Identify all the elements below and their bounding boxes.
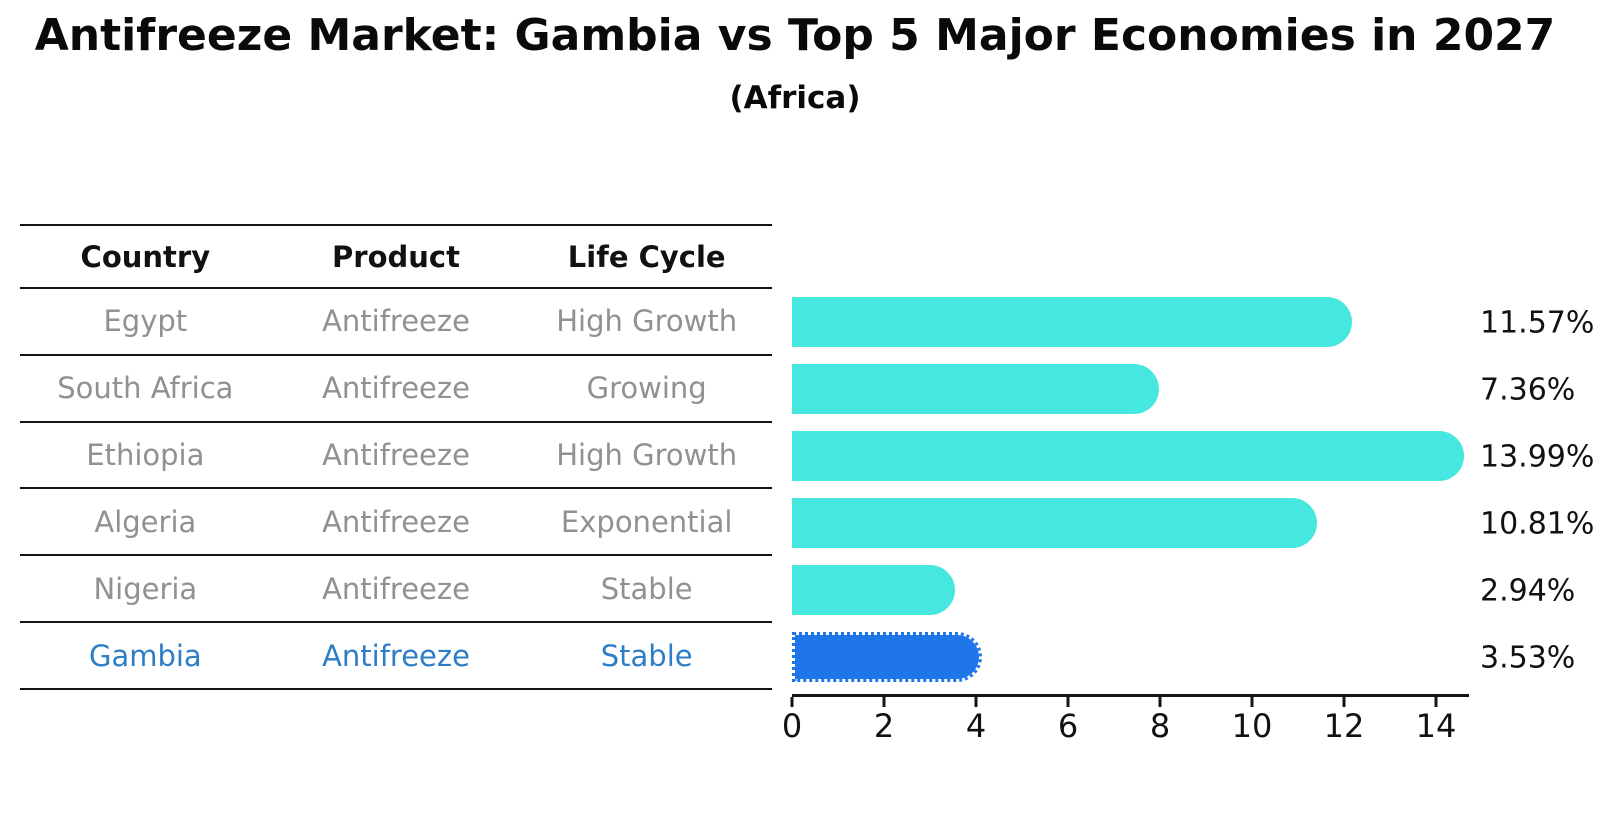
x-tick-mark-12 [1342, 697, 1346, 707]
x-tick-mark-14 [1434, 697, 1438, 707]
x-tick-label-6: 6 [1057, 707, 1079, 745]
chart-title: Antifreeze Market: Gambia vs Top 5 Major… [34, 10, 1556, 61]
product-cell: Antifreeze [322, 638, 470, 673]
bar-nigeria [792, 564, 956, 615]
x-tick-mark-8 [1158, 697, 1162, 707]
life-cycle-cell: Growing [586, 371, 707, 406]
value-label-nigeria: 2.94% [1480, 573, 1576, 609]
x-tick-label-2: 2 [873, 707, 895, 745]
value-label-south-africa: 7.36% [1480, 372, 1576, 408]
x-tick-label-8: 8 [1149, 707, 1171, 745]
x-axis-line [792, 694, 1469, 697]
life-cycle-cell: High Growth [556, 304, 738, 339]
life-cycle-cell: Stable [600, 638, 693, 673]
x-tick-label-4: 4 [965, 707, 987, 745]
x-tick-label-14: 14 [1415, 707, 1457, 745]
table-row-gambia: Gambia Antifreeze Stable [20, 623, 772, 690]
product-cell: Antifreeze [322, 504, 470, 539]
bar-algeria [792, 497, 1318, 548]
value-label-gambia: 3.53% [1480, 640, 1576, 676]
chart-subtitle: (Africa) [729, 80, 861, 116]
table-row-nigeria: Nigeria Antifreeze Stable [20, 556, 772, 624]
value-label-egypt: 11.57% [1480, 305, 1595, 341]
table-row-egypt: Egypt Antifreeze High Growth [20, 289, 772, 356]
country-cell: Algeria [94, 504, 197, 539]
value-label-ethiopia: 13.99% [1480, 439, 1595, 475]
bar-gambia [792, 631, 983, 682]
product-cell: Antifreeze [322, 571, 470, 606]
column-header-product: Product [332, 239, 460, 274]
country-cell: Nigeria [93, 571, 198, 606]
life-cycle-cell: Stable [600, 571, 693, 606]
x-tick-mark-10 [1250, 697, 1254, 707]
column-header-life-cycle: Life Cycle [567, 239, 726, 274]
value-label-algeria: 10.81% [1480, 506, 1595, 542]
x-tick-mark-2 [882, 697, 886, 707]
column-header-country: Country [80, 239, 211, 274]
summary-table: Country Product Life Cycle Egypt Antifre… [20, 224, 772, 690]
product-cell: Antifreeze [322, 438, 470, 473]
bar-ethiopia [792, 431, 1464, 482]
table-row-ethiopia: Ethiopia Antifreeze High Growth [20, 423, 772, 490]
x-tick-label-10: 10 [1231, 707, 1273, 745]
country-cell: South Africa [57, 371, 234, 406]
country-cell: Ethiopia [86, 438, 205, 473]
x-tick-label-12: 12 [1323, 707, 1365, 745]
x-tick-mark-6 [1066, 697, 1070, 707]
table-row-south-africa: South Africa Antifreeze Growing [20, 356, 772, 423]
table-row-algeria: Algeria Antifreeze Exponential [20, 489, 772, 557]
life-cycle-cell: High Growth [556, 438, 738, 473]
bar-south-africa [792, 364, 1159, 415]
bar-egypt [792, 297, 1353, 348]
table-header-row: Country Product Life Cycle [20, 224, 772, 289]
x-tick-mark-4 [974, 697, 978, 707]
product-cell: Antifreeze [322, 304, 470, 339]
country-cell: Egypt [103, 304, 188, 339]
life-cycle-cell: Exponential [560, 504, 733, 539]
x-tick-label-0: 0 [781, 707, 803, 745]
country-cell: Gambia [88, 638, 202, 673]
x-tick-mark-0 [790, 697, 794, 707]
product-cell: Antifreeze [322, 371, 470, 406]
